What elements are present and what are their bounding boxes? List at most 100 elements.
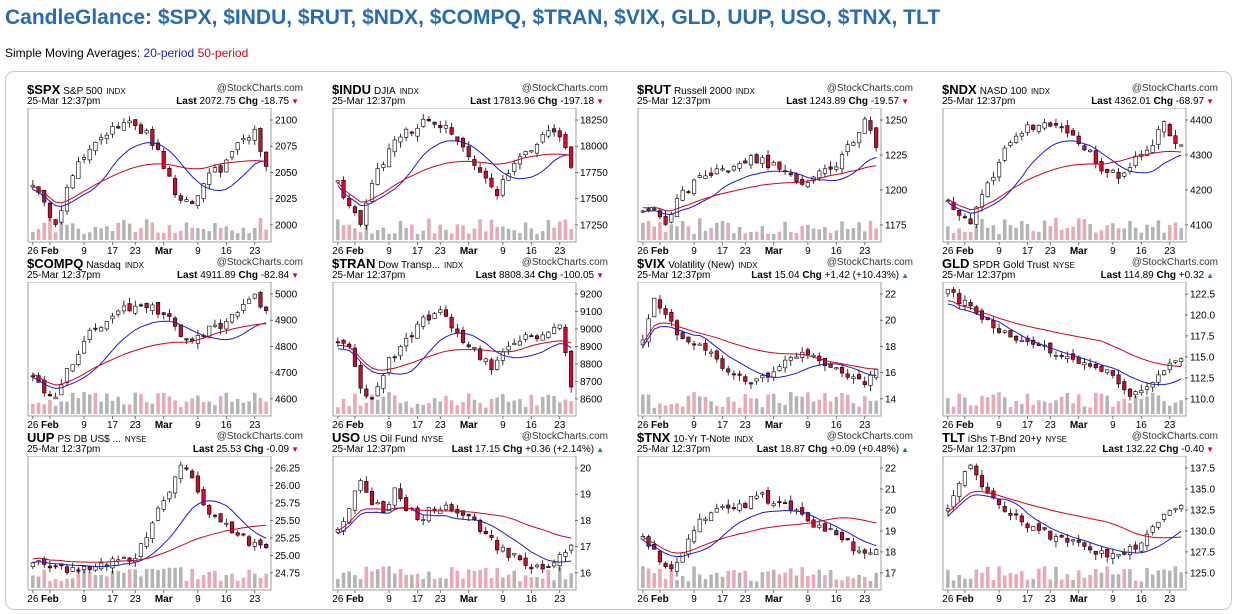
ticker-symbol[interactable]: $VIX bbox=[637, 256, 666, 271]
candle-body bbox=[500, 546, 505, 552]
volume-bar bbox=[484, 567, 488, 588]
candle-body bbox=[53, 565, 58, 568]
volume-bar bbox=[196, 395, 200, 414]
ticker-symbol[interactable]: GLD bbox=[942, 256, 970, 271]
chart-panel[interactable]: $SPX S&P 500 INDX @StockCharts.com 25-Mar 12… bbox=[27, 82, 317, 256]
y-tick-label: 17500 bbox=[580, 194, 608, 205]
candle-body bbox=[184, 467, 189, 470]
ticker-symbol[interactable]: TLT bbox=[942, 430, 965, 445]
x-tick-label: 9 bbox=[691, 246, 697, 256]
volume-bar bbox=[144, 219, 149, 240]
candle-body bbox=[235, 142, 240, 150]
candle-body bbox=[974, 465, 979, 476]
ticker-name: iShs T-Bnd 20+y bbox=[967, 434, 1042, 445]
volume-bar bbox=[484, 407, 488, 414]
candle-body bbox=[1150, 145, 1155, 153]
ticker-symbol[interactable]: $NDX bbox=[942, 82, 977, 97]
candlestick-chart[interactable]: 18250 18000 17750 17500 17250 26 Feb 9 17 23 Mar 9 1… bbox=[332, 108, 622, 256]
down-triangle-icon: ▼ bbox=[596, 97, 604, 106]
candle-body bbox=[765, 490, 771, 504]
chart-panel[interactable]: TLT iShs T-Bnd 20+y NYSE @StockCharts.com 25… bbox=[942, 430, 1232, 604]
candlestick-chart[interactable]: 5000 4900 4800 4700 4600 26 Feb 9 17 23 Mar 9 16 23 bbox=[27, 282, 317, 430]
sma-20-line bbox=[642, 156, 877, 215]
chart-panel[interactable]: GLD SPDR Gold Trust NYSE @StockCharts.com 25… bbox=[942, 256, 1232, 430]
x-tick-label: 9 bbox=[805, 594, 811, 604]
volume-bar bbox=[161, 568, 166, 588]
panel-header: $RUT Russell 2000 INDX @StockCharts.com bbox=[637, 82, 915, 97]
volume-bar bbox=[370, 571, 374, 588]
candle-body bbox=[252, 129, 257, 141]
volume-bar bbox=[1133, 227, 1138, 240]
volume-bar bbox=[1059, 229, 1064, 240]
candle-body bbox=[800, 507, 805, 515]
x-tick-label: 23 bbox=[1164, 594, 1176, 604]
ticker-symbol[interactable]: $INDU bbox=[332, 82, 372, 97]
volume-bar bbox=[87, 572, 92, 588]
candlestick-chart[interactable]: 22 20 18 16 14 26 Feb 9 17 23 Mar 9 16 23 bbox=[637, 282, 927, 430]
candlestick-chart[interactable]: 9200 9100 9000 8900 8800 8700 8600 26 Feb 9 17 23 Ma… bbox=[332, 282, 622, 430]
candlestick-chart[interactable]: 26.25 26.00 25.75 25.50 25.25 25.00 24.75 26 Feb… bbox=[27, 456, 317, 604]
x-tick-label: Feb bbox=[41, 594, 59, 604]
volume-bar bbox=[110, 231, 115, 240]
last-price: 25.53 bbox=[213, 444, 245, 455]
candlestick-chart[interactable]: 22 21 20 19 18 17 26 Feb 9 17 23 Mar 9 16 23 bbox=[637, 456, 927, 604]
volume-bar bbox=[353, 393, 357, 414]
volume-bar bbox=[201, 229, 206, 240]
volume-bar bbox=[133, 569, 138, 588]
candlestick-chart[interactable]: 2100 2075 2050 2025 2000 26 Feb 9 17 23 Mar 9 16 23 bbox=[27, 108, 317, 256]
volume-bar bbox=[190, 227, 194, 240]
volume-bar bbox=[760, 572, 765, 588]
volume-bar bbox=[652, 407, 656, 414]
chart-panel[interactable]: $TNX 10-Yr T-Note INDX @StockCharts.com 25-M… bbox=[637, 430, 927, 604]
chart-panel[interactable]: $INDU DJIA INDX @StockCharts.com 25-Mar 12:3… bbox=[332, 82, 622, 256]
candle-body bbox=[1042, 527, 1047, 530]
candlestick-chart[interactable]: 1250 1225 1200 1175 26 Feb 9 17 23 Mar 9 16 23 bbox=[637, 108, 927, 256]
volume-bar bbox=[540, 396, 545, 414]
chart-panel[interactable]: $TRAN Dow Transp... INDX @StockCharts.com 25… bbox=[332, 256, 622, 430]
candlestick-chart[interactable]: 4400 4300 4200 4100 26 Feb 9 17 23 Mar 9 16 23 bbox=[942, 108, 1232, 256]
quote-values: Last 25.53 Chg -0.09 ▼ bbox=[192, 444, 299, 455]
candle-body bbox=[1173, 508, 1178, 511]
x-tick-label: 16 bbox=[1136, 594, 1148, 604]
candle-body bbox=[455, 136, 460, 142]
x-tick-label: 16 bbox=[526, 594, 538, 604]
volume-bar bbox=[669, 224, 674, 240]
x-tick-label: 23 bbox=[130, 420, 142, 430]
ticker-symbol[interactable]: USO bbox=[332, 430, 361, 445]
ticker-symbol[interactable]: $SPX bbox=[27, 82, 61, 97]
chart-panel[interactable]: $VIX Volatility (New) INDX @StockCharts.com… bbox=[637, 256, 927, 430]
candle-body bbox=[1076, 135, 1081, 145]
candle-body bbox=[1133, 391, 1138, 396]
chart-panel[interactable]: $COMPQ Nasdaq INDX @StockCharts.com 25-Mar 1… bbox=[27, 256, 317, 430]
volume-bar bbox=[754, 231, 759, 240]
ticker-name: Russell 2000 bbox=[673, 86, 732, 97]
volume-bar bbox=[478, 570, 482, 588]
chart-panel[interactable]: $NDX NASD 100 INDX @StockCharts.com 25-Mar 1… bbox=[942, 82, 1232, 256]
sma-50-line bbox=[642, 165, 877, 212]
ticker-symbol[interactable]: $COMPQ bbox=[27, 256, 84, 271]
candle-body bbox=[996, 328, 1002, 333]
candle-body bbox=[247, 137, 252, 141]
candle-body bbox=[252, 542, 257, 547]
candlestick-chart[interactable]: 137.5 135.0 132.5 130.0 127.5 125.0 26 Feb 9 17 23… bbox=[942, 456, 1232, 604]
ticker-symbol[interactable]: $TNX bbox=[637, 430, 671, 445]
ticker-symbol[interactable]: $RUT bbox=[637, 82, 671, 97]
volume-bar bbox=[358, 405, 363, 414]
quote-date: 25-Mar 12:37pm bbox=[637, 270, 711, 281]
x-tick-label: 16 bbox=[221, 420, 233, 430]
ticker-symbol[interactable]: UUP bbox=[27, 430, 55, 445]
volume-bar bbox=[1105, 225, 1109, 240]
ticker-symbol[interactable]: $TRAN bbox=[332, 256, 376, 271]
candlestick-chart[interactable]: 20 19 18 17 16 26 Feb 9 17 23 Mar 9 16 23 bbox=[332, 456, 622, 604]
volume-bar bbox=[1139, 581, 1144, 588]
candlestick-chart[interactable]: 122.5 120.0 117.5 115.0 112.5 110.0 26 Feb 9 17 23… bbox=[942, 282, 1232, 430]
panel-quote-line: 25-Mar 12:37pm Last 114.89 Chg +0.32 ▲ bbox=[942, 270, 1220, 282]
chart-panel[interactable]: $RUT Russell 2000 INDX @StockCharts.com 25-M… bbox=[637, 82, 927, 256]
candle-body bbox=[1156, 521, 1161, 528]
y-tick-label: 4100 bbox=[1190, 220, 1213, 231]
chart-panel[interactable]: USO US Oil Fund NYSE @StockCharts.com 25-Mar… bbox=[332, 430, 622, 604]
volume-bar bbox=[392, 395, 397, 414]
chart-panel[interactable]: UUP PS DB US$ ... NYSE @StockCharts.com 25-M… bbox=[27, 430, 317, 604]
volume-bar bbox=[415, 403, 420, 414]
price-change: -0.09 bbox=[263, 444, 290, 455]
